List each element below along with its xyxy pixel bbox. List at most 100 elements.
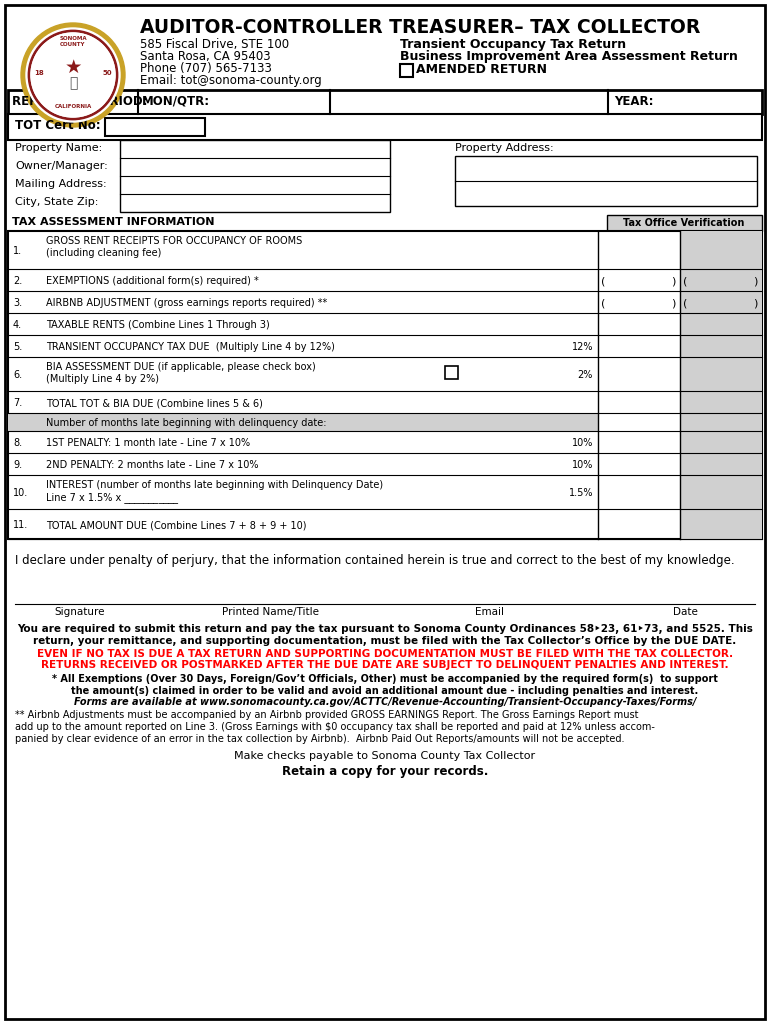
Bar: [680, 431, 762, 453]
Bar: [445, 366, 458, 379]
Text: ): ): [752, 276, 757, 286]
Text: TOTAL AMOUNT DUE (Combine Lines 7 + 8 + 9 + 10): TOTAL AMOUNT DUE (Combine Lines 7 + 8 + …: [46, 520, 306, 530]
Bar: [8, 90, 762, 114]
Text: 2.: 2.: [13, 276, 22, 286]
Text: panied by clear evidence of an error in the tax collection by Airbnb).  Airbnb P: panied by clear evidence of an error in …: [15, 733, 624, 743]
Text: Line 7 x 1.5% x ___________: Line 7 x 1.5% x ___________: [46, 492, 178, 503]
Bar: [680, 335, 762, 357]
Bar: [680, 357, 762, 391]
Bar: [680, 231, 762, 269]
Text: 11.: 11.: [13, 520, 28, 530]
Text: ** Airbnb Adjustments must be accompanied by an Airbnb provided GROSS EARNINGS R: ** Airbnb Adjustments must be accompanie…: [15, 711, 638, 721]
Text: add up to the amount reported on Line 3. (Gross Earnings with $0 occupancy tax s: add up to the amount reported on Line 3.…: [15, 722, 654, 732]
Bar: [680, 475, 762, 509]
Text: ★: ★: [64, 57, 82, 77]
Text: ): ): [671, 298, 675, 308]
Text: 1.5%: 1.5%: [568, 488, 593, 498]
Text: (: (: [601, 276, 605, 286]
Text: REPORTING PERIOD:: REPORTING PERIOD:: [12, 95, 148, 108]
Text: 10.: 10.: [13, 488, 28, 498]
Text: 50: 50: [102, 70, 112, 76]
Text: Make checks payable to Sonoma County Tax Collector: Make checks payable to Sonoma County Tax…: [234, 751, 536, 761]
Text: Email: tot@sonoma-county.org: Email: tot@sonoma-county.org: [140, 74, 322, 87]
Text: 1.: 1.: [13, 246, 22, 256]
Text: (: (: [683, 298, 688, 308]
Text: ): ): [752, 298, 757, 308]
Text: EXEMPTIONS (additional form(s) required) *: EXEMPTIONS (additional form(s) required)…: [46, 276, 259, 286]
Text: Property Name:: Property Name:: [15, 143, 102, 153]
Text: 8.: 8.: [13, 438, 22, 449]
Text: ): ): [671, 276, 675, 286]
Bar: [607, 215, 762, 231]
Text: TAX ASSESSMENT INFORMATION: TAX ASSESSMENT INFORMATION: [12, 217, 215, 227]
Bar: [455, 156, 757, 206]
Text: 1ST PENALTY: 1 month late - Line 7 x 10%: 1ST PENALTY: 1 month late - Line 7 x 10%: [46, 438, 250, 449]
Bar: [680, 269, 762, 291]
Text: * All Exemptions (Over 30 Days, Foreign/Gov’t Officials, Other) must be accompan: * All Exemptions (Over 30 Days, Foreign/…: [52, 674, 718, 684]
Text: 6.: 6.: [13, 370, 22, 380]
Circle shape: [26, 28, 120, 122]
Text: (: (: [601, 298, 605, 308]
Text: the amount(s) claimed in order to be valid and avoid an additional amount due - : the amount(s) claimed in order to be val…: [72, 685, 698, 695]
Text: 🐻: 🐻: [69, 76, 77, 90]
Text: Business Improvement Area Assessment Return: Business Improvement Area Assessment Ret…: [400, 50, 738, 63]
Text: EVEN IF NO TAX IS DUE A TAX RETURN AND SUPPORTING DOCUMENTATION MUST BE FILED WI: EVEN IF NO TAX IS DUE A TAX RETURN AND S…: [37, 649, 733, 659]
Text: (: (: [683, 276, 688, 286]
Text: (including cleaning fee): (including cleaning fee): [46, 248, 162, 258]
Text: Property Address:: Property Address:: [455, 143, 554, 153]
Bar: [105, 118, 205, 136]
Text: 9.: 9.: [13, 460, 22, 470]
Text: 7.: 7.: [13, 398, 22, 408]
Text: GROSS RENT RECEIPTS FOR OCCUPANCY OF ROOMS: GROSS RENT RECEIPTS FOR OCCUPANCY OF ROO…: [46, 236, 303, 246]
Bar: [8, 231, 762, 539]
Text: TOT Cert No:: TOT Cert No:: [15, 119, 101, 132]
Bar: [120, 140, 390, 212]
Bar: [680, 313, 762, 335]
Text: CALIFORNIA: CALIFORNIA: [55, 104, 92, 110]
Bar: [680, 291, 762, 313]
Circle shape: [21, 23, 125, 127]
Text: 2%: 2%: [578, 370, 593, 380]
Text: 5.: 5.: [13, 342, 22, 352]
Text: Owner/Manager:: Owner/Manager:: [15, 161, 108, 171]
Text: Signature: Signature: [55, 607, 105, 617]
Text: TRANSIENT OCCUPANCY TAX DUE  (Multiply Line 4 by 12%): TRANSIENT OCCUPANCY TAX DUE (Multiply Li…: [46, 342, 335, 352]
Text: AIRBNB ADJUSTMENT (gross earnings reports required) **: AIRBNB ADJUSTMENT (gross earnings report…: [46, 298, 327, 308]
Text: Phone (707) 565-7133: Phone (707) 565-7133: [140, 62, 272, 75]
Text: (Multiply Line 4 by 2%): (Multiply Line 4 by 2%): [46, 374, 159, 384]
Text: City, State Zip:: City, State Zip:: [15, 197, 99, 207]
Bar: [680, 413, 762, 431]
Bar: [8, 413, 598, 431]
Bar: [400, 63, 413, 77]
Text: Date: Date: [672, 607, 698, 617]
Circle shape: [31, 33, 115, 117]
Text: Transient Occupancy Tax Return: Transient Occupancy Tax Return: [400, 38, 626, 51]
Text: Forms are available at www.sonomacounty.ca.gov/ACTTC/Revenue-Accounting/Transien: Forms are available at www.sonomacounty.…: [74, 697, 696, 707]
Text: 10%: 10%: [571, 438, 593, 449]
Text: Santa Rosa, CA 95403: Santa Rosa, CA 95403: [140, 50, 270, 63]
Text: 2ND PENALTY: 2 months late - Line 7 x 10%: 2ND PENALTY: 2 months late - Line 7 x 10…: [46, 460, 259, 470]
Text: I declare under penalty of perjury, that the information contained herein is tru: I declare under penalty of perjury, that…: [15, 554, 735, 567]
Text: 4.: 4.: [13, 319, 22, 330]
Text: 3.: 3.: [13, 298, 22, 308]
Text: YEAR:: YEAR:: [614, 95, 654, 108]
Text: RETURNS RECEIVED OR POSTMARKED AFTER THE DUE DATE ARE SUBJECT TO DELINQUENT PENA: RETURNS RECEIVED OR POSTMARKED AFTER THE…: [41, 660, 729, 671]
Text: AMENDED RETURN: AMENDED RETURN: [416, 63, 547, 76]
Bar: [680, 391, 762, 413]
Text: 585 Fiscal Drive, STE 100: 585 Fiscal Drive, STE 100: [140, 38, 289, 51]
Text: Retain a copy for your records.: Retain a copy for your records.: [282, 765, 488, 777]
Text: Email: Email: [476, 607, 504, 617]
Text: TOTAL TOT & BIA DUE (Combine lines 5 & 6): TOTAL TOT & BIA DUE (Combine lines 5 & 6…: [46, 398, 263, 408]
Text: You are required to submit this return and pay the tax pursuant to Sonoma County: You are required to submit this return a…: [17, 624, 753, 634]
Text: 12%: 12%: [571, 342, 593, 352]
Text: SONOMA: SONOMA: [59, 37, 87, 42]
Bar: [680, 509, 762, 539]
Text: Tax Office Verification: Tax Office Verification: [623, 218, 745, 228]
Text: TAXABLE RENTS (Combine Lines 1 Through 3): TAXABLE RENTS (Combine Lines 1 Through 3…: [46, 319, 270, 330]
Bar: [680, 453, 762, 475]
Text: BIA ASSESSMENT DUE (if applicable, please check box): BIA ASSESSMENT DUE (if applicable, pleas…: [46, 362, 316, 372]
Bar: [8, 114, 762, 140]
Text: Printed Name/Title: Printed Name/Title: [222, 607, 319, 617]
Text: INTEREST (number of months late beginning with Delinquency Date): INTEREST (number of months late beginnin…: [46, 480, 383, 490]
Text: AUDITOR-CONTROLLER TREASURER– TAX COLLECTOR: AUDITOR-CONTROLLER TREASURER– TAX COLLEC…: [140, 18, 701, 37]
